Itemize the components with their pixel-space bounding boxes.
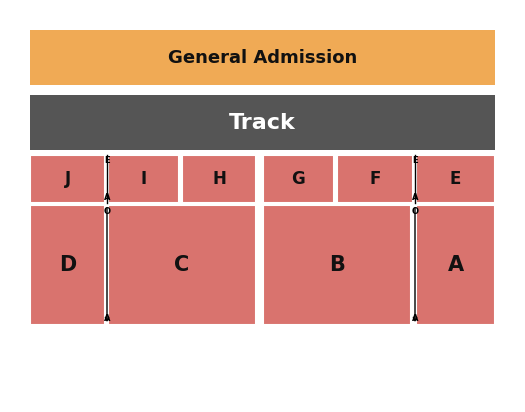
Bar (108, 155, 179, 203)
Bar (263, 205, 411, 325)
Text: H: H (212, 170, 226, 188)
Bar (263, 155, 334, 203)
Text: G: G (291, 170, 306, 188)
Text: B: B (329, 255, 345, 275)
Text: O: O (103, 207, 110, 216)
Bar (416, 205, 495, 325)
Bar (256, 155, 262, 203)
Bar (30, 95, 495, 150)
Text: E: E (450, 170, 461, 188)
Text: E: E (412, 156, 418, 165)
Text: C: C (174, 255, 190, 275)
Text: F: F (369, 170, 381, 188)
Bar (30, 205, 105, 325)
Bar (182, 155, 256, 203)
Bar (30, 30, 495, 85)
Text: E: E (104, 156, 110, 165)
Text: General Admission: General Admission (168, 49, 357, 66)
Text: A: A (104, 314, 110, 323)
Text: A: A (412, 314, 418, 323)
Text: I: I (141, 170, 146, 188)
Bar (337, 155, 413, 203)
Bar (416, 155, 495, 203)
Text: Track: Track (229, 112, 296, 133)
Text: D: D (59, 255, 76, 275)
Text: O: O (412, 207, 418, 216)
Bar (108, 205, 256, 325)
Text: J: J (65, 170, 70, 188)
Text: A: A (104, 193, 110, 202)
Bar (30, 155, 105, 203)
Text: A: A (412, 193, 418, 202)
Text: A: A (447, 255, 464, 275)
